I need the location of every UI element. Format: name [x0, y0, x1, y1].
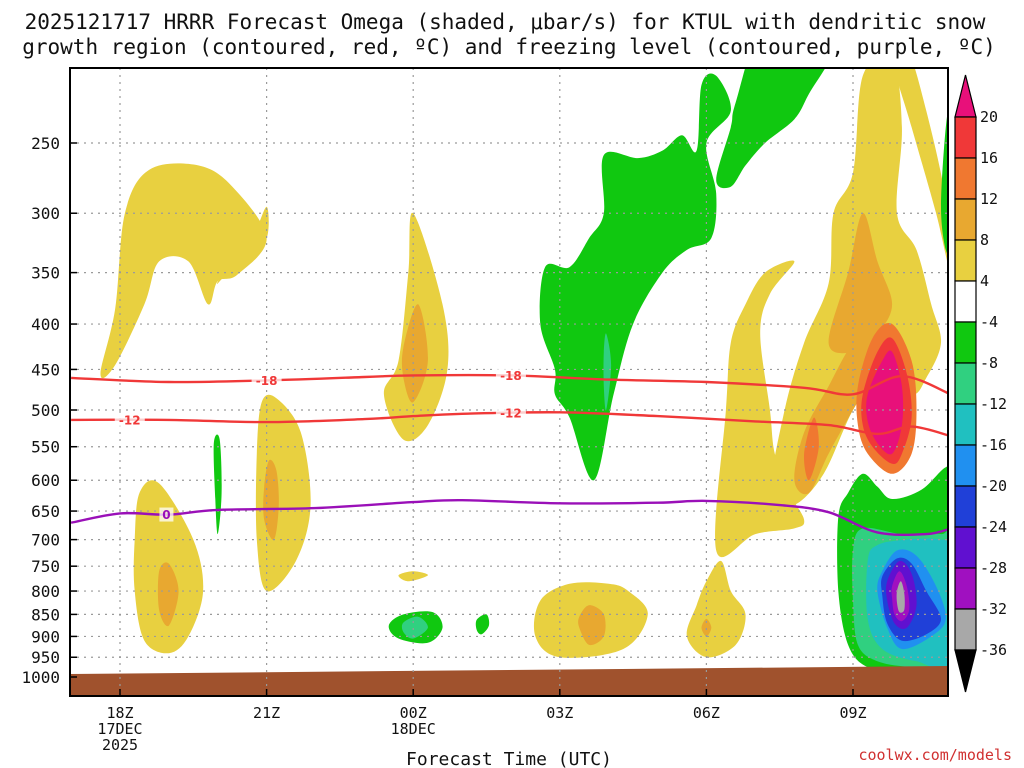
- y-tick-label-1000: 1000: [21, 668, 60, 687]
- colorbar-label-3: 8: [980, 231, 989, 249]
- x-tick-label-27-0: 03Z: [546, 704, 573, 722]
- x-axis-label: Forecast Time (UTC): [406, 749, 612, 768]
- colorbar-label-2: 12: [980, 190, 998, 208]
- colorbar-label-9: -20: [980, 477, 1007, 495]
- contour-lines: -18 -12 -18 -12 0: [70, 368, 948, 537]
- colorbar-box-5: [954, 280, 977, 323]
- y-tick-label-550: 550: [31, 438, 60, 457]
- omega-region-2: [216, 206, 269, 284]
- contour-minus-12-a-label-bg: [114, 412, 145, 427]
- y-tick-label-900: 900: [31, 627, 60, 646]
- y-tick-label-500: 500: [31, 401, 60, 420]
- contour-minus-12-b-label: -12: [500, 407, 522, 421]
- contour-minus-18-b-label-bg: [495, 368, 526, 383]
- contour-minus-18-a: [71, 373, 948, 396]
- omega-region-38: [896, 581, 905, 613]
- colorbar-box-13: [954, 608, 977, 651]
- contour-minus-12-b-label-bg: [495, 406, 526, 421]
- x-tick-label-30-0: 06Z: [693, 704, 720, 722]
- colorbar-box-2: [954, 157, 977, 200]
- y-tick-label-800: 800: [31, 582, 60, 601]
- omega-region-15: [578, 605, 606, 646]
- x-tick-label-18-1: 17DEC: [97, 720, 142, 738]
- omega-region-29: [893, 68, 948, 265]
- colorbar-box-11: [954, 526, 977, 569]
- y-tick-label-450: 450: [31, 360, 60, 379]
- omega-region-25: [803, 417, 819, 481]
- omega-region-6: [157, 562, 179, 627]
- freezing-level-contour-label-bg: [159, 507, 174, 522]
- contour-minus-18-a-label: -18: [256, 374, 278, 388]
- colorbar-box-10: [954, 485, 977, 528]
- freezing-level-contour-label: 0: [162, 508, 170, 522]
- colorbar-box-7: [954, 362, 977, 405]
- terrain-band: [70, 666, 948, 696]
- colorbar-label-4: 4: [980, 272, 989, 290]
- omega-region-24: [828, 213, 893, 354]
- colorbar-box-8: [954, 403, 977, 446]
- site-credit: coolwx.com/models: [858, 746, 1012, 764]
- x-tick-label-21-0: 21Z: [253, 704, 280, 722]
- omega-region-19: [686, 560, 746, 658]
- omega-region-9: [401, 304, 428, 403]
- colorbar-box-4: [954, 239, 977, 282]
- omega-region-1: [100, 163, 267, 379]
- colorbar-top-arrow: [954, 74, 977, 118]
- contour-minus-12-a: [71, 411, 948, 437]
- colorbar-label-10: -24: [980, 518, 1007, 536]
- omega-region-12: [401, 616, 428, 639]
- colorbar-label-7: -12: [980, 395, 1007, 413]
- omega-region-30: [941, 109, 948, 255]
- pressure-axis: 250 300 350 400 450 500 550 600 650 700 750 800 850 9…: [21, 134, 77, 687]
- omega-colorbar: 20 16 12 8 4 -4 -8 -12 -16 -20 -24 -28 -32 -36: [954, 74, 1007, 693]
- contour-minus-12-a-label: -12: [119, 413, 141, 427]
- x-tick-label-18-2: 2025: [102, 736, 138, 754]
- colorbar-box-9: [954, 444, 977, 487]
- omega-region-3: [255, 394, 311, 592]
- colorbar-label-0: 20: [980, 108, 998, 126]
- colorbar-label-12: -32: [980, 600, 1007, 618]
- colorbar-box-12: [954, 567, 977, 610]
- colorbar-box-6: [954, 321, 977, 364]
- colorbar-label-13: -36: [980, 641, 1007, 659]
- colorbar-label-1: 16: [980, 149, 998, 167]
- colorbar-box-3: [954, 198, 977, 241]
- ground-surface: [70, 666, 948, 696]
- y-tick-label-650: 650: [31, 502, 60, 521]
- freezing-level-contour: [70, 498, 948, 537]
- y-tick-label-850: 850: [31, 605, 60, 624]
- y-tick-label-700: 700: [31, 531, 60, 550]
- y-tick-label-300: 300: [31, 204, 60, 223]
- omega-region-17: [603, 333, 612, 411]
- colorbar-label-8: -16: [980, 436, 1007, 454]
- y-tick-label-750: 750: [31, 557, 60, 576]
- colorbar-box-1: [954, 116, 977, 159]
- omega-region-13: [475, 614, 490, 635]
- y-tick-label-250: 250: [31, 134, 60, 153]
- colorbar-label-5: -4: [980, 313, 998, 331]
- colorbar-label-6: -8: [980, 354, 998, 372]
- y-tick-label-400: 400: [31, 315, 60, 334]
- x-tick-label-18-0: 18Z: [106, 704, 133, 722]
- y-tick-label-350: 350: [31, 264, 60, 283]
- contour-minus-18-b-label: -18: [500, 369, 522, 383]
- plot-frame: [69, 67, 949, 697]
- chart-title-line-1: 2025121717 HRRR Forecast Omega (shaded, …: [25, 10, 986, 34]
- contour-minus-18-a-label-bg: [251, 373, 282, 388]
- omega-region-18: [716, 68, 826, 189]
- x-tick-label-24-0: 00Z: [400, 704, 427, 722]
- y-tick-label-600: 600: [31, 471, 60, 490]
- omega-region-20: [701, 618, 712, 637]
- colorbar-bottom-arrow: [954, 649, 977, 693]
- y-tick-label-950: 950: [31, 648, 60, 667]
- x-tick-label-33-0: 09Z: [839, 704, 866, 722]
- x-tick-label-24-1: 18DEC: [391, 720, 436, 738]
- omega-region-10: [398, 571, 428, 582]
- chart-title-line-2: growth region (contoured, red, ºC) and f…: [22, 35, 996, 59]
- omega-shading: [100, 68, 948, 686]
- colorbar-label-11: -28: [980, 559, 1007, 577]
